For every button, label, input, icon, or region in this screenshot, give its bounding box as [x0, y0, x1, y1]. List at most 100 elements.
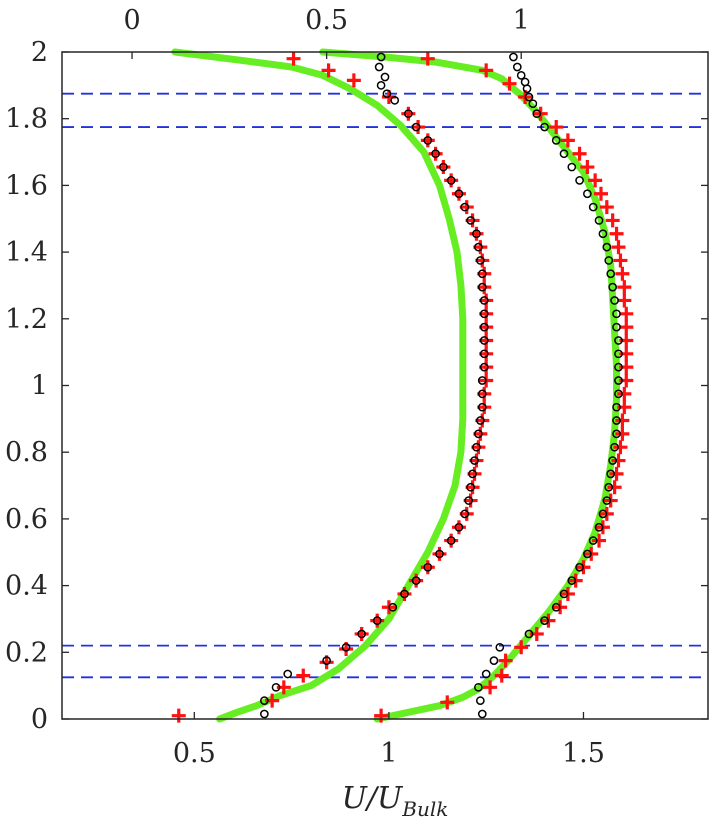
circle-marker — [612, 416, 621, 425]
circle-marker — [435, 549, 444, 559]
plus-marker — [479, 63, 494, 78]
plus-marker — [494, 668, 509, 683]
circle-marker — [477, 402, 487, 412]
plus-marker — [171, 708, 186, 723]
data-series — [171, 48, 634, 723]
x-tick-label-top: 0.5 — [305, 5, 348, 36]
plus-marker — [463, 493, 478, 508]
plus-marker — [479, 333, 494, 348]
plus-marker — [473, 426, 488, 441]
circle-marker — [575, 562, 584, 572]
circle-marker — [588, 536, 598, 545]
circle-marker — [594, 216, 604, 225]
circle-marker — [454, 522, 464, 532]
circle-marker — [509, 52, 518, 62]
circle-marker — [479, 349, 489, 359]
circle-marker — [479, 296, 489, 305]
plus-marker — [607, 480, 622, 495]
plus-marker — [502, 76, 517, 91]
circle-marker — [588, 202, 598, 212]
axis-ticks: 0 0.2 0.4 0.6 0.8 1 1.2 1.4 1.6 1.8 2 0.5 1 1.5 0 0.5 1 — [5, 5, 708, 769]
y-tick-label: 0.8 — [5, 437, 48, 468]
circle-marker — [472, 442, 481, 452]
circle-marker — [602, 496, 612, 505]
plus-marker — [440, 695, 455, 710]
circle-marker — [614, 349, 623, 359]
plus-marker — [428, 146, 443, 161]
plus-marker — [588, 173, 603, 188]
circle-marker — [423, 136, 433, 145]
plus-marker — [619, 306, 634, 321]
circle-marker — [260, 696, 269, 706]
circle-marker — [464, 496, 474, 505]
circle-marker — [403, 109, 413, 119]
circle-marker — [474, 429, 483, 439]
circle-marker — [271, 682, 281, 692]
circle-marker — [559, 149, 569, 159]
y-tick-label: 2 — [31, 37, 48, 68]
x-tick-label-top: 0 — [123, 5, 140, 36]
reference-lines — [62, 92, 708, 679]
plus-marker — [467, 466, 482, 481]
circle-marker — [604, 482, 614, 492]
circle-marker — [516, 70, 526, 80]
circle-marker — [606, 269, 616, 279]
plus-marker — [354, 626, 369, 641]
plus-marker — [477, 386, 492, 401]
circle-marker — [479, 322, 489, 332]
plus-marker — [617, 293, 632, 308]
circle-marker — [376, 81, 386, 90]
plus-marker — [605, 213, 620, 228]
circle-marker — [477, 282, 487, 292]
y-tick-label: 1.8 — [5, 104, 48, 135]
circle-marker — [608, 456, 618, 465]
x-tick-label-bottom: 0.5 — [173, 738, 216, 769]
plus-marker — [617, 386, 632, 401]
circle-marker — [610, 296, 619, 305]
plus-marker — [420, 560, 435, 575]
circle-marker — [260, 709, 269, 719]
circle-marker — [524, 629, 534, 639]
circle-marker — [612, 429, 621, 439]
plus-marker — [560, 133, 575, 148]
circle-marker — [475, 416, 485, 425]
circle-marker — [594, 522, 604, 532]
plus-marker — [615, 413, 630, 428]
circle-marker — [612, 322, 621, 332]
circle-marker — [477, 389, 487, 399]
circle-marker — [608, 282, 618, 292]
plus-marker — [444, 173, 459, 188]
plus-marker — [611, 453, 626, 468]
plus-marker — [580, 160, 595, 175]
circle-marker — [372, 616, 382, 625]
circle-marker — [460, 202, 470, 212]
plus-marker — [475, 253, 490, 268]
circle-marker — [559, 589, 569, 599]
plus-marker — [409, 573, 424, 588]
circle-marker — [614, 376, 623, 385]
plus-marker — [592, 533, 607, 548]
x-tick-label-bottom: 1 — [380, 738, 397, 769]
circle-marker — [472, 229, 481, 239]
x-axis-label-main: U/U — [342, 781, 404, 816]
plus-marker — [479, 320, 494, 335]
plus-marker — [479, 346, 494, 361]
circle-marker — [598, 229, 608, 239]
circle-marker — [439, 162, 448, 172]
circle-marker — [598, 509, 608, 519]
circle-marker — [446, 536, 456, 545]
circle-marker — [612, 309, 621, 319]
plus-marker — [479, 306, 494, 321]
circle-marker — [411, 122, 421, 132]
plus-marker — [411, 120, 426, 135]
circle-marker — [283, 669, 293, 679]
plus-marker — [619, 320, 634, 335]
series-line — [171, 48, 467, 723]
circle-marker — [551, 602, 561, 612]
circle-marker — [614, 389, 623, 399]
circle-marker — [380, 72, 390, 82]
plus-marker — [370, 613, 385, 628]
circle-marker — [322, 656, 331, 665]
plus-marker — [321, 63, 336, 78]
plus-marker — [483, 680, 498, 695]
